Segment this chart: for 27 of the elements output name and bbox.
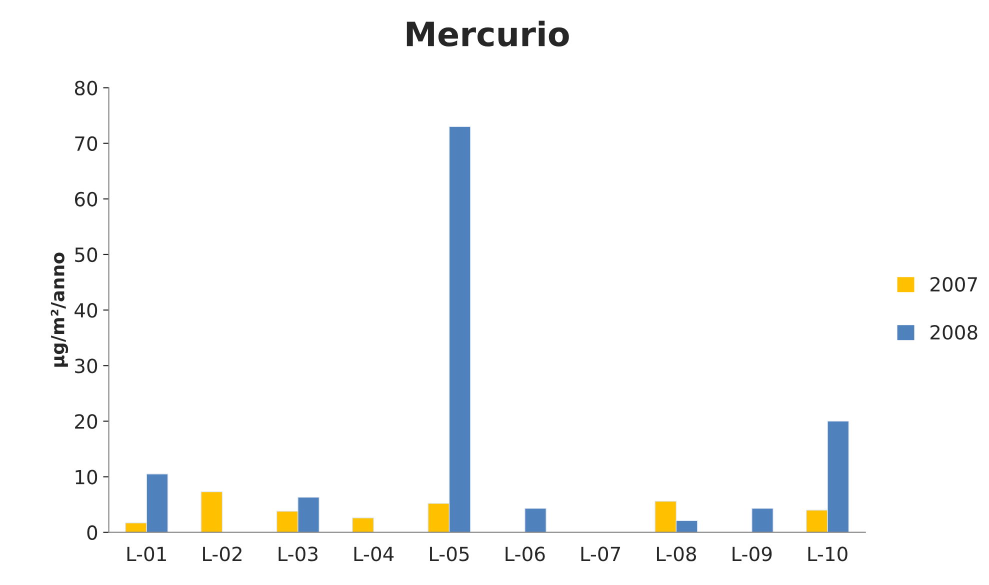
x-tick-label: L-08 — [657, 546, 696, 562]
x-tick-label: L-04 — [354, 546, 394, 562]
bar — [524, 508, 546, 532]
x-tick-label: L-06 — [506, 546, 545, 562]
y-tick-label: 80 — [74, 80, 98, 96]
y-tick-label: 40 — [74, 303, 98, 318]
x-tick-label: L-07 — [581, 546, 620, 562]
bar — [752, 508, 774, 532]
bar — [200, 491, 223, 532]
y-tick-label: 50 — [75, 247, 98, 262]
x-tick-label: L-01 — [127, 546, 166, 562]
legend-label: 2007 — [930, 276, 977, 292]
y-tick-label: 10 — [76, 470, 98, 484]
y-tick-label: 30 — [75, 358, 98, 374]
x-tick-label: L-09 — [732, 546, 772, 562]
y-tick-label: 20 — [75, 414, 98, 429]
legend-label: 2008 — [930, 324, 978, 340]
x-tick-label: L-02 — [203, 546, 242, 562]
y-tick-label: 0 — [87, 525, 98, 540]
x-tick-label: L-03 — [278, 546, 318, 562]
bar — [352, 518, 374, 532]
y-tick-label: 60 — [74, 192, 98, 207]
x-tick-label: L-05 — [430, 546, 469, 562]
y-axis-title: μg/m²/anno — [50, 252, 68, 367]
y-tick-label: 70 — [75, 136, 98, 151]
chart-title: Mercurio — [406, 20, 569, 47]
x-tick-label: L-10 — [808, 546, 848, 562]
